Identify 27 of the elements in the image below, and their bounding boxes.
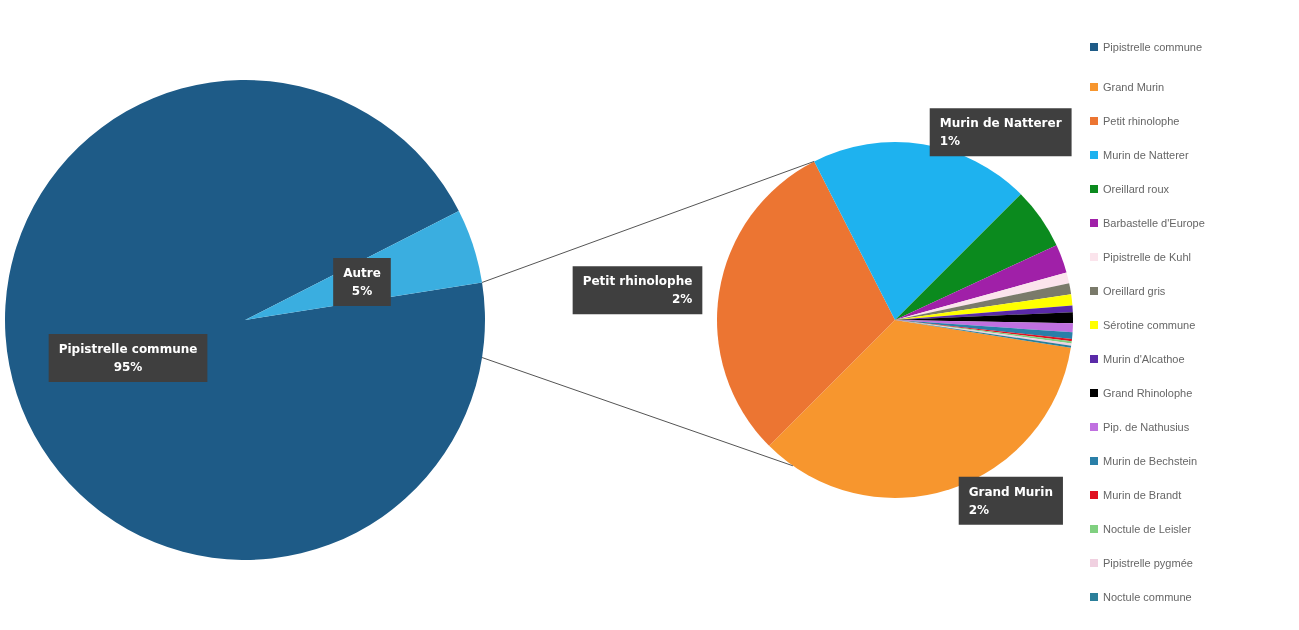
legend-label: Petit rhinolophe bbox=[1103, 115, 1180, 127]
slice-label: Autre bbox=[343, 265, 381, 280]
legend-label: Pipistrelle commune bbox=[1103, 41, 1203, 53]
legend-label: Murin de Bechstein bbox=[1103, 455, 1198, 467]
data-label: 5% bbox=[351, 283, 373, 298]
slice-label: Murin de Natterer bbox=[939, 116, 1062, 131]
data-label: 1% bbox=[939, 134, 961, 149]
legend-label: Oreillard gris bbox=[1103, 285, 1166, 297]
slice-label: Petit rhinolophe bbox=[582, 274, 693, 289]
legend-label: Murin de Brandt bbox=[1103, 489, 1182, 501]
slice-label: Pipistrelle commune bbox=[58, 342, 198, 357]
legend-label: Murin d'Alcathoe bbox=[1103, 353, 1185, 365]
legend-label: Noctule commune bbox=[1103, 591, 1192, 603]
slice-label: Grand Murin bbox=[968, 484, 1053, 499]
legend-label: Pipistrelle de Kuhl bbox=[1103, 251, 1192, 263]
data-label: 2% bbox=[968, 502, 990, 517]
legend-label: Grand Murin bbox=[1103, 81, 1165, 93]
legend-label: Murin de Natterer bbox=[1103, 149, 1189, 161]
legend-label: Sérotine commune bbox=[1103, 319, 1196, 331]
legend-label: Grand Rhinolophe bbox=[1103, 387, 1193, 399]
legend-label: Pip. de Nathusius bbox=[1103, 421, 1190, 433]
data-label: 2% bbox=[671, 292, 693, 307]
legend-label: Pipistrelle pygmée bbox=[1103, 557, 1193, 569]
legend-label: Oreillard roux bbox=[1103, 183, 1170, 195]
legend-label: Barbastelle d'Europe bbox=[1103, 217, 1205, 229]
data-label: 95% bbox=[113, 360, 143, 375]
legend-label: Noctule de Leisler bbox=[1103, 523, 1192, 535]
